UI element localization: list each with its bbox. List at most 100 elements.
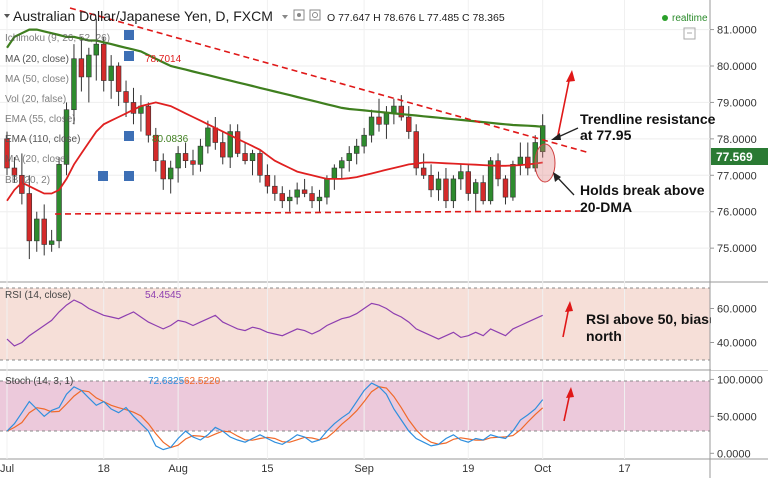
candle-body [182, 153, 189, 162]
candle-body [443, 178, 449, 202]
price-tick-label: 81.0000 [717, 25, 757, 37]
candle-body [324, 178, 330, 198]
stoch-d-value: 62.5220 [184, 376, 221, 387]
candle-body [123, 91, 129, 103]
breakout-circle [534, 143, 556, 183]
title-eye-icon[interactable] [293, 9, 305, 21]
arrow-rsi-icon [562, 301, 573, 338]
candle-body [108, 65, 114, 81]
annotation-trendline-line1: Trendline resistance [580, 111, 716, 127]
candle-body [145, 105, 152, 136]
rsi-legend-value: 54.4545 [145, 290, 182, 301]
arrow-stoch-icon [563, 387, 574, 422]
stoch-k-value: 72.6325 [148, 376, 185, 387]
annotation-trendline-line2: at 77.95 [580, 127, 632, 143]
price-tick-label: 76.0000 [717, 207, 757, 219]
candle-body [301, 189, 308, 194]
price-tick-label: 78.0000 [717, 134, 757, 146]
legend-ema55[interactable]: EMA (55, close) [5, 114, 76, 125]
legend-bb[interactable]: BB (20, 2) [5, 175, 50, 186]
candle-body [309, 193, 315, 202]
legend-ma-extra[interactable]: MA (20, close) [5, 154, 69, 165]
candle-body [339, 160, 345, 169]
candle-body [510, 164, 516, 198]
candle-body [41, 218, 47, 245]
candle-body [264, 174, 271, 187]
y-axis: 81.0000 80.0000 79.0000 78.0000 77.0000 76.00… [710, 25, 763, 460]
stoch-legend-label[interactable]: Stoch (14, 3, 1) [5, 376, 73, 387]
candle-body [368, 116, 375, 136]
support-line [54, 210, 581, 215]
candle-body [294, 189, 300, 198]
stoch-d-line [6, 386, 544, 449]
rsi-band [0, 288, 710, 360]
legend-toggle-icon[interactable] [124, 171, 134, 181]
ema110-line [6, 28, 543, 128]
candle-body [205, 127, 211, 147]
candle-body [383, 113, 390, 125]
candle-body [160, 160, 166, 180]
legend-toggle-icon[interactable] [124, 30, 134, 40]
time-tick-label: 17 [618, 463, 630, 475]
legend-toggle-icon[interactable] [124, 51, 134, 61]
time-tick-label: 15 [261, 463, 273, 475]
arrow-holds-icon [553, 172, 575, 196]
candle-body [197, 145, 204, 165]
rsi-line [6, 299, 543, 347]
rsi-tick-label: 40.0000 [717, 338, 757, 350]
candle-body [234, 131, 241, 154]
stoch-tick-label: 50.0000 [717, 411, 757, 423]
candle-body [413, 131, 419, 169]
candle-body [227, 131, 233, 158]
candle-body [428, 174, 434, 191]
legend-ma20[interactable]: MA (20, close) [5, 54, 69, 65]
ma20-line [6, 101, 543, 202]
price-tick-label: 77.0000 [717, 170, 757, 182]
collapse-panel-icon[interactable] [683, 27, 696, 40]
rsi-legend-label[interactable]: RSI (14, close) [5, 290, 71, 301]
title-gear-icon[interactable] [309, 9, 321, 21]
legend-ema110-value: 80.0836 [152, 134, 189, 145]
candle-body [480, 182, 486, 202]
candle-body [331, 167, 338, 180]
axis-cover [711, 283, 768, 370]
candle-body [257, 153, 263, 176]
candle-body [465, 171, 471, 194]
candle-body [495, 160, 501, 180]
candle-body [361, 134, 367, 147]
candle-body [249, 153, 256, 162]
realtime-dot-icon [662, 15, 668, 21]
candle-body [525, 156, 531, 169]
annotation-holds-line2: 20-DMA [580, 199, 632, 215]
arrow-trendline-icon [551, 127, 579, 140]
chart-title[interactable]: Australian Dollar/Japanese Yen, D, FXCM [13, 8, 273, 24]
candle-body [115, 65, 122, 92]
legend-ma20-value: 78.7014 [145, 54, 182, 65]
legend-vol[interactable]: Vol (20, false) [5, 94, 66, 105]
candle-body [190, 160, 196, 165]
legend-ema110[interactable]: EMA (110, close) [5, 134, 80, 145]
candle-body [167, 167, 174, 180]
candle-body [56, 164, 62, 242]
candle-body [450, 178, 457, 202]
time-tick-label: 19 [462, 463, 474, 475]
candle-body [435, 178, 442, 191]
candle-body [272, 185, 278, 194]
legend-toggle-icon[interactable] [124, 131, 134, 141]
legend-ma50[interactable]: MA (50, close) [5, 74, 69, 85]
indicator-legend: Ichimoku (9, 26, 52, 26) MA (20, close) … [5, 30, 189, 186]
candle-body [517, 156, 524, 165]
legend-ichimoku[interactable]: Ichimoku (9, 26, 52, 26) [5, 33, 110, 44]
x-axis: Jul 18 Aug 15 Sep 19 Oct 17 [0, 463, 631, 475]
candle-body [153, 134, 159, 162]
candle-body [279, 193, 285, 202]
legend-toggle-icon[interactable] [98, 171, 108, 181]
stoch-band [0, 381, 710, 431]
candle-body [487, 160, 494, 202]
candle-body [63, 109, 70, 165]
title-chevron-icon[interactable] [282, 15, 288, 19]
symbol-chevron-icon[interactable] [4, 14, 10, 18]
stoch-tick-label: 0.0000 [717, 448, 751, 460]
candle-body [420, 167, 427, 176]
